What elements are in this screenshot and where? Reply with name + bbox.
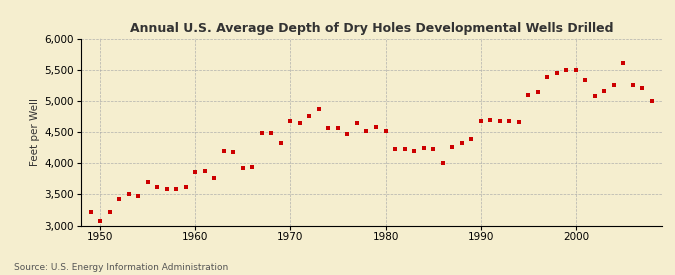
Text: Source: U.S. Energy Information Administration: Source: U.S. Energy Information Administ…: [14, 263, 227, 272]
Point: [256, 131, 267, 136]
Point: [104, 210, 115, 214]
Point: [285, 119, 296, 123]
Point: [323, 126, 334, 130]
Point: [637, 86, 648, 90]
Point: [456, 141, 467, 145]
Point: [342, 132, 353, 137]
Point: [161, 186, 172, 191]
Point: [504, 119, 514, 123]
Point: [171, 187, 182, 192]
Point: [647, 99, 657, 103]
Point: [428, 147, 439, 151]
Point: [352, 121, 362, 125]
Point: [466, 137, 477, 141]
Point: [218, 148, 229, 153]
Point: [437, 161, 448, 165]
Point: [447, 145, 458, 149]
Point: [542, 75, 553, 79]
Point: [133, 193, 144, 198]
Point: [618, 61, 629, 66]
Point: [628, 82, 639, 87]
Point: [313, 107, 324, 111]
Point: [399, 147, 410, 152]
Point: [95, 218, 105, 223]
Point: [304, 114, 315, 119]
Point: [599, 89, 610, 94]
Title: Annual U.S. Average Depth of Dry Holes Developmental Wells Drilled: Annual U.S. Average Depth of Dry Holes D…: [130, 21, 613, 35]
Point: [333, 126, 344, 130]
Point: [494, 119, 505, 123]
Point: [589, 94, 600, 98]
Point: [371, 125, 381, 129]
Point: [380, 129, 391, 134]
Point: [561, 68, 572, 73]
Point: [408, 148, 419, 153]
Point: [209, 176, 219, 180]
Point: [418, 146, 429, 150]
Point: [228, 150, 239, 154]
Point: [523, 92, 534, 97]
Y-axis label: Feet per Well: Feet per Well: [30, 98, 40, 166]
Point: [247, 165, 258, 169]
Point: [475, 119, 486, 123]
Point: [113, 197, 124, 201]
Point: [266, 131, 277, 136]
Point: [152, 185, 163, 189]
Point: [361, 128, 372, 133]
Point: [551, 71, 562, 76]
Point: [190, 170, 200, 174]
Point: [180, 185, 191, 190]
Point: [533, 90, 543, 94]
Point: [238, 166, 248, 170]
Point: [85, 210, 96, 214]
Point: [514, 120, 524, 124]
Point: [275, 141, 286, 145]
Point: [294, 121, 305, 125]
Point: [580, 78, 591, 82]
Point: [142, 180, 153, 184]
Point: [485, 118, 495, 122]
Point: [123, 192, 134, 197]
Point: [570, 67, 581, 72]
Point: [199, 169, 210, 173]
Point: [389, 147, 400, 151]
Point: [609, 83, 620, 87]
